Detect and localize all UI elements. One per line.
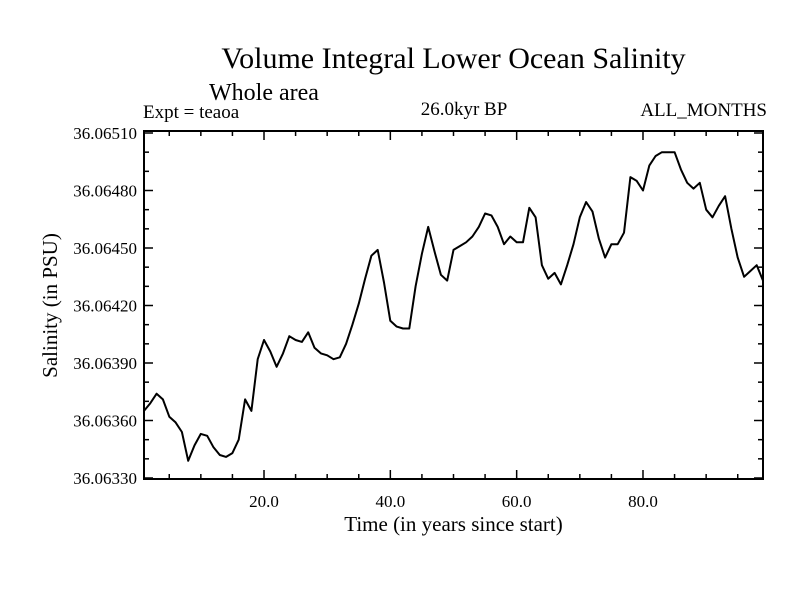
x-tick-label: 60.0 <box>502 492 532 511</box>
y-tick-label: 36.06480 <box>73 182 137 201</box>
epoch-label: 26.0kyr BP <box>420 99 508 120</box>
chart-title: Volume Integral Lower Ocean Salinity <box>221 42 686 75</box>
months-label: ALL_MONTHS <box>640 100 767 121</box>
experiment-label: Expt = teaoa <box>143 102 240 123</box>
y-axis-title: Salinity (in PSU) <box>38 233 62 378</box>
y-tick-label: 36.06510 <box>73 124 137 143</box>
y-tick-label: 36.06330 <box>73 469 137 488</box>
y-tick-label: 36.06390 <box>73 354 137 373</box>
x-tick-label: 80.0 <box>628 492 658 511</box>
y-tick-label: 36.06420 <box>73 297 137 316</box>
x-tick-label: 20.0 <box>249 492 279 511</box>
x-tick-label: 40.0 <box>375 492 405 511</box>
chart-subtitle: Whole area <box>209 80 319 106</box>
y-tick-label: 36.06360 <box>73 412 137 431</box>
plot-box <box>143 130 764 480</box>
x-axis-title: Time (in years since start) <box>344 512 563 536</box>
y-tick-label: 36.06450 <box>73 239 137 258</box>
salinity-line <box>143 151 764 462</box>
